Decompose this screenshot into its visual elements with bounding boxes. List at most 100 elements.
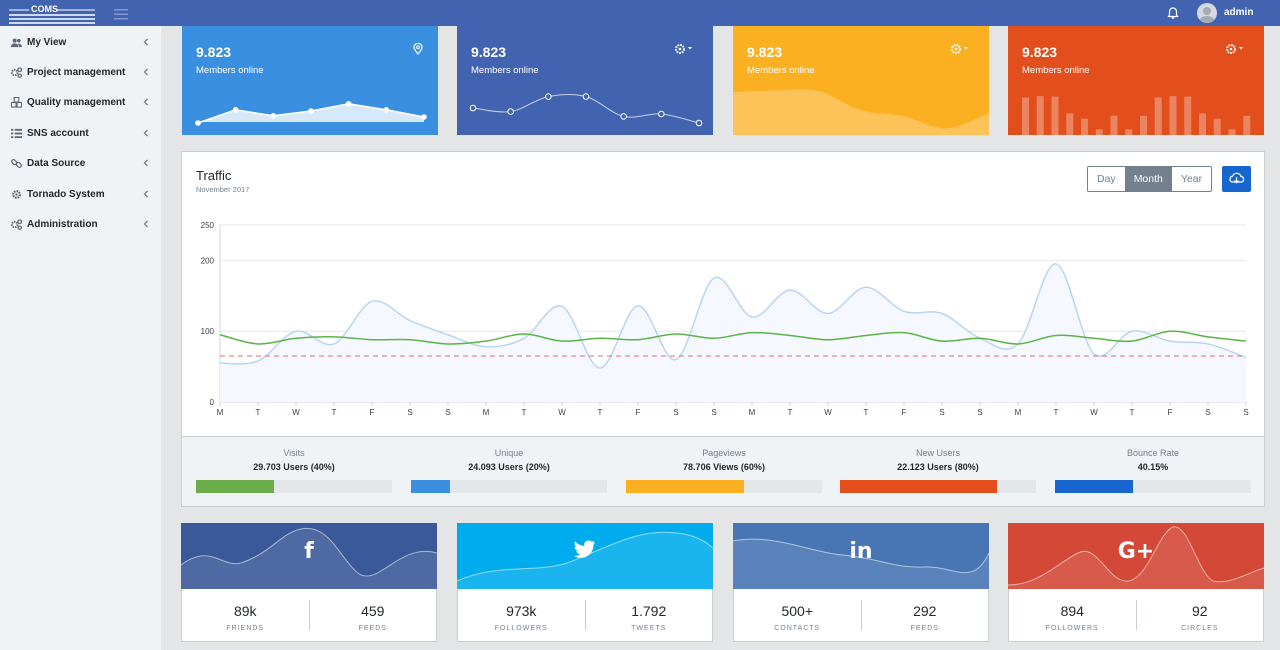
linkedin-icon[interactable]: in bbox=[849, 539, 873, 564]
stat-label: Bounce Rate bbox=[1126, 448, 1180, 458]
social-wave bbox=[181, 528, 437, 589]
stat-value: 22.123 Users (80%) bbox=[897, 462, 979, 472]
social-stat-label: CONTACTS bbox=[774, 625, 821, 632]
sparkline-bar bbox=[1184, 96, 1192, 135]
cubes-icon bbox=[11, 96, 22, 108]
download-button[interactable] bbox=[1222, 166, 1251, 192]
x-tick-label: F bbox=[636, 408, 641, 417]
notification-bell-icon[interactable] bbox=[1166, 6, 1180, 20]
series-line bbox=[219, 263, 1247, 369]
x-tick-label: S bbox=[407, 408, 412, 417]
sparkline-bar bbox=[1081, 118, 1088, 135]
x-tick-label: S bbox=[673, 408, 678, 417]
sparkline-point bbox=[620, 113, 627, 120]
sidebar-item-tornado-system[interactable]: Tornado System bbox=[0, 179, 161, 209]
kpi-value: 9.823 bbox=[747, 44, 783, 60]
location-pin-icon[interactable] bbox=[413, 43, 423, 55]
users-icon bbox=[11, 38, 22, 47]
progress-fill bbox=[196, 480, 275, 493]
logo-text: COMS bbox=[31, 4, 58, 14]
x-tick-label: T bbox=[1130, 408, 1135, 417]
google-plus-icon[interactable]: G+ bbox=[1117, 539, 1155, 564]
traffic-chart: 0 100 200 250 M T W T F S S M T W T F S S M T W T F S S M T W T F S S bbox=[201, 221, 1249, 417]
twitter-icon[interactable] bbox=[457, 539, 713, 564]
social-stat: 459 FEEDS bbox=[308, 600, 437, 632]
x-tick-label: W bbox=[292, 408, 300, 417]
kpi-sparkline bbox=[733, 89, 989, 135]
sidebar-item-sns-account[interactable]: SNS account bbox=[0, 118, 161, 148]
kpi-label: Members online bbox=[471, 65, 539, 76]
kpi-label: Members online bbox=[196, 65, 264, 76]
progress-fill bbox=[1055, 480, 1134, 493]
kpi-value: 9.823 bbox=[471, 44, 507, 60]
sidebar-item-label: Tornado System bbox=[27, 188, 105, 200]
social-stat-value: 894 bbox=[1060, 603, 1084, 619]
social-stat-label: FOLLOWERS bbox=[494, 625, 548, 632]
stat-pageviews: Pageviews 78.706 Views (60%) bbox=[626, 437, 822, 507]
social-stat-label: FOLLOWERS bbox=[1045, 625, 1099, 632]
social-stats: 973k FOLLOWERS 1.792 TWEETS bbox=[458, 589, 712, 641]
kpi-value: 9.823 bbox=[1022, 44, 1058, 60]
social-stat-label: FEEDS bbox=[358, 625, 387, 632]
sparkline-bar bbox=[1228, 129, 1236, 135]
sparkline-bar bbox=[1199, 113, 1206, 135]
social-stat: 894 FOLLOWERS bbox=[1009, 589, 1136, 641]
sparkline-point bbox=[545, 93, 552, 100]
chevron-left-icon bbox=[143, 159, 148, 167]
app-logo[interactable]: COMS bbox=[9, 3, 95, 25]
cloud-download-icon bbox=[1229, 172, 1245, 184]
stat-value: 29.703 Users (40%) bbox=[253, 462, 335, 472]
period-year-button[interactable]: Year bbox=[1180, 173, 1203, 185]
sparkline-point bbox=[507, 108, 514, 115]
progress-bar bbox=[626, 480, 822, 493]
stat-visits: Visits 29.703 Users (40%) bbox=[196, 437, 392, 507]
sparkline-bar bbox=[1213, 118, 1221, 135]
y-tick-label: 200 bbox=[201, 256, 215, 265]
sidebar-item-administration[interactable]: Administration bbox=[0, 209, 161, 239]
x-tick-label: W bbox=[558, 408, 566, 417]
stat-value: 24.093 Users (20%) bbox=[468, 462, 550, 472]
sparkline-bar bbox=[1110, 115, 1118, 135]
sidebar-item-my-view[interactable]: My View bbox=[0, 27, 161, 57]
period-day-button[interactable]: Day bbox=[1097, 173, 1116, 185]
sparkline-point bbox=[421, 114, 427, 120]
social-stat-label: CIRCLES bbox=[1181, 625, 1219, 632]
kpi-label: Members online bbox=[1022, 65, 1090, 76]
social-stat-value: 1.792 bbox=[631, 603, 667, 619]
sidebar-toggle-icon[interactable] bbox=[114, 7, 128, 20]
progress-bar bbox=[840, 480, 1036, 493]
social-card-linkedin: in 500+ CONTACTS 292 FEEDS bbox=[733, 523, 989, 642]
chevron-left-icon bbox=[143, 68, 148, 76]
chevron-left-icon bbox=[143, 220, 148, 228]
sparkline-point bbox=[469, 104, 477, 112]
stat-bounce-rate: Bounce Rate 40.15% bbox=[1055, 437, 1251, 507]
sidebar-item-project-management[interactable]: Project management bbox=[0, 57, 161, 87]
sparkline-bar bbox=[1051, 96, 1059, 135]
sidebar-item-quality-management[interactable]: Quality management bbox=[0, 87, 161, 117]
gear-dropdown-icon[interactable] bbox=[1225, 43, 1249, 55]
period-toggle: Day Month Year bbox=[1087, 166, 1213, 192]
gear-dropdown-icon[interactable] bbox=[674, 43, 698, 55]
user-avatar[interactable] bbox=[1197, 3, 1217, 23]
list-icon bbox=[11, 128, 22, 138]
x-tick-label: M bbox=[483, 408, 490, 417]
period-month-button[interactable]: Month bbox=[1124, 167, 1172, 191]
social-card-google-plus: G+ 894 FOLLOWERS 92 CIRCLES bbox=[1008, 523, 1264, 642]
x-tick-label: F bbox=[1168, 408, 1173, 417]
social-wave bbox=[1008, 526, 1264, 589]
x-tick-label: F bbox=[370, 408, 375, 417]
traffic-card: 0 100 200 250 M T W T F S S M T W T F S S M T W T F S S M T W T F S S T… bbox=[181, 151, 1265, 507]
gear-dropdown-icon[interactable] bbox=[950, 43, 974, 55]
social-stat-value: 292 bbox=[913, 603, 937, 619]
link-icon bbox=[11, 158, 22, 168]
sparkline-bar bbox=[1022, 97, 1029, 135]
x-tick-label: T bbox=[788, 408, 793, 417]
sidebar-item-data-source[interactable]: Data Source bbox=[0, 148, 161, 178]
sparkline-point bbox=[345, 101, 352, 107]
social-stat: 973k FOLLOWERS bbox=[458, 589, 585, 641]
social-stat: 1.792 TWEETS bbox=[584, 600, 713, 632]
social-card-header: in bbox=[733, 523, 989, 589]
username-label[interactable]: admin bbox=[1224, 7, 1254, 18]
chevron-left-icon bbox=[143, 38, 148, 46]
facebook-icon[interactable]: f bbox=[304, 539, 314, 564]
